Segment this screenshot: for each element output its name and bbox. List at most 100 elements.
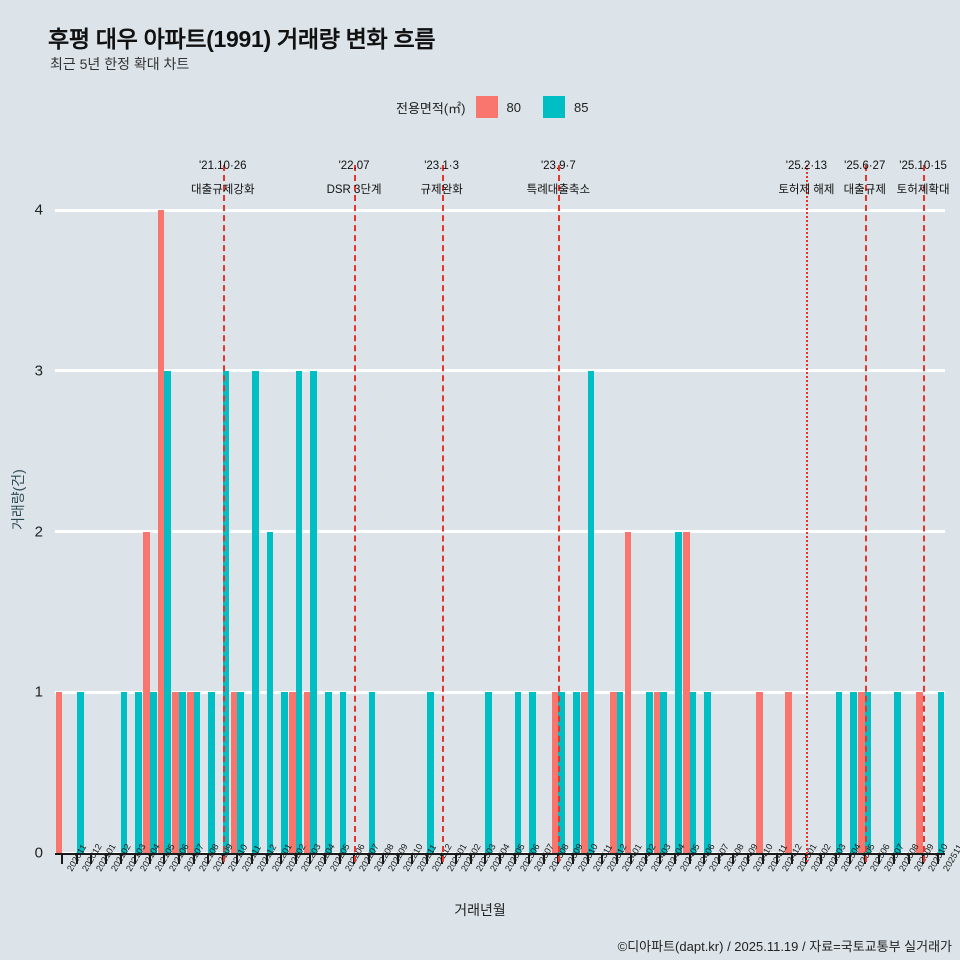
x-axis-tick — [834, 853, 837, 864]
bar-85-202212[interactable] — [427, 692, 434, 853]
bar-85-202405[interactable] — [675, 531, 682, 853]
bar-80-202404[interactable] — [653, 692, 661, 853]
x-axis-tick — [382, 853, 385, 864]
bar-85-202201[interactable] — [266, 531, 274, 853]
bar-85-202311[interactable] — [587, 370, 595, 853]
annotation-date: '23.9·7 — [540, 160, 576, 172]
bar-85-202310[interactable] — [572, 692, 580, 853]
legend-label-85: 85 — [573, 99, 589, 115]
annotation-label-202510: '25.10·15 토허제확대 — [897, 160, 950, 197]
bar-85-202505[interactable] — [850, 692, 857, 853]
bar-85-202506[interactable] — [864, 692, 872, 853]
bar-85-202401[interactable] — [616, 692, 624, 853]
x-axis-tick — [878, 853, 881, 864]
bar-80-202204[interactable] — [303, 692, 311, 853]
annotation-line-202510 — [923, 165, 926, 862]
bar-85-202208[interactable] — [368, 692, 376, 853]
x-axis-tick — [776, 853, 779, 864]
bar-80-202411[interactable] — [755, 692, 763, 853]
bar-85-202406[interactable] — [689, 692, 697, 853]
bar-80-202106[interactable] — [157, 210, 165, 853]
y-axis-tick-label: 4 — [34, 201, 43, 219]
bar-85-202407[interactable] — [704, 692, 711, 853]
page-title: 후평 대우 아파트(1991) 거래량 변화 흐름 — [48, 26, 436, 52]
bar-80-202401[interactable] — [610, 692, 617, 853]
bar-80-202501[interactable] — [785, 692, 792, 853]
annotation-label-202309: '23.9·7 특례대출축소 — [527, 160, 590, 197]
bar-85-202104[interactable] — [135, 692, 142, 853]
x-axis-tick — [396, 853, 399, 864]
x-axis-tick — [207, 853, 210, 864]
x-axis-tick — [542, 853, 545, 864]
x-axis-tick — [163, 853, 166, 864]
bar-85-202204[interactable] — [310, 370, 318, 853]
bar-80-202105[interactable] — [143, 531, 150, 853]
annotation-date: '23.1·3 — [424, 160, 460, 172]
bar-80-202510[interactable] — [916, 692, 924, 853]
x-axis-tick — [105, 853, 108, 864]
bar-85-202309[interactable] — [558, 692, 566, 853]
bar-85-202110[interactable] — [222, 370, 230, 853]
bar-80-202108[interactable] — [186, 692, 194, 853]
bar-85-202106[interactable] — [164, 370, 172, 853]
bar-85-202206[interactable] — [339, 692, 347, 853]
bar-85-202112[interactable] — [251, 370, 259, 853]
x-axis-tick — [790, 853, 793, 864]
x-axis-tick — [280, 853, 283, 864]
bar-85-202504[interactable] — [835, 692, 843, 853]
bar-85-202103[interactable] — [120, 692, 128, 853]
annotation-line-202506 — [864, 165, 867, 862]
gridline — [55, 208, 945, 212]
legend-swatch-85 — [542, 96, 565, 118]
x-axis-tick — [61, 853, 64, 864]
bar-80-202309[interactable] — [551, 692, 559, 853]
annotation-event: 토허제확대 — [896, 184, 950, 196]
annotation-line-202207 — [354, 165, 357, 862]
y-axis-tick-label: 3 — [34, 362, 43, 380]
bar-85-202403[interactable] — [645, 692, 653, 853]
bar-85-202511[interactable] — [937, 692, 945, 853]
bar-85-202203[interactable] — [295, 370, 303, 853]
bar-85-202111[interactable] — [237, 692, 245, 853]
x-axis-tick — [236, 853, 239, 864]
bar-80-202203[interactable] — [289, 692, 296, 853]
x-axis-tick — [907, 853, 910, 864]
bar-85-202306[interactable] — [514, 692, 522, 853]
bar-85-202105[interactable] — [149, 692, 157, 853]
bar-80-202011[interactable] — [55, 692, 63, 853]
x-axis-tick — [571, 853, 574, 864]
annotation-line-202110 — [222, 165, 225, 862]
x-axis-tick — [178, 853, 181, 864]
bar-85-202304[interactable] — [485, 692, 493, 853]
bar-85-202202[interactable] — [281, 692, 288, 853]
x-axis-tick — [732, 853, 735, 864]
x-axis-title: 거래년월 — [454, 902, 506, 918]
x-axis-tick — [134, 853, 137, 864]
x-axis-tick — [601, 853, 604, 864]
gridline — [55, 369, 945, 373]
bar-85-202307[interactable] — [529, 692, 536, 853]
bar-80-202111[interactable] — [230, 692, 238, 853]
bar-80-202406[interactable] — [682, 531, 690, 853]
x-axis-tick — [688, 853, 691, 864]
x-axis-tick — [323, 853, 326, 864]
x-axis-tick — [309, 853, 312, 864]
x-axis-tick — [119, 853, 122, 864]
legend-title: 전용면적(㎡) — [396, 100, 466, 116]
x-axis-tick — [484, 853, 487, 864]
bar-80-202107[interactable] — [172, 692, 179, 853]
bar-85-202109[interactable] — [208, 692, 215, 853]
bar-85-202012[interactable] — [76, 692, 84, 853]
x-axis-tick — [717, 853, 720, 864]
x-axis-tick — [849, 853, 852, 864]
bar-80-202402[interactable] — [624, 531, 632, 853]
bar-80-202311[interactable] — [580, 692, 588, 853]
bar-80-202506[interactable] — [858, 692, 865, 853]
annotation-event: 특례대출축소 — [526, 184, 591, 196]
bar-85-202107[interactable] — [179, 692, 186, 853]
bar-85-202108[interactable] — [193, 692, 201, 853]
annotation-event: 토허제 해제 — [778, 184, 835, 196]
bar-85-202508[interactable] — [893, 692, 901, 853]
bar-85-202404[interactable] — [660, 692, 668, 853]
bar-85-202205[interactable] — [324, 692, 332, 853]
